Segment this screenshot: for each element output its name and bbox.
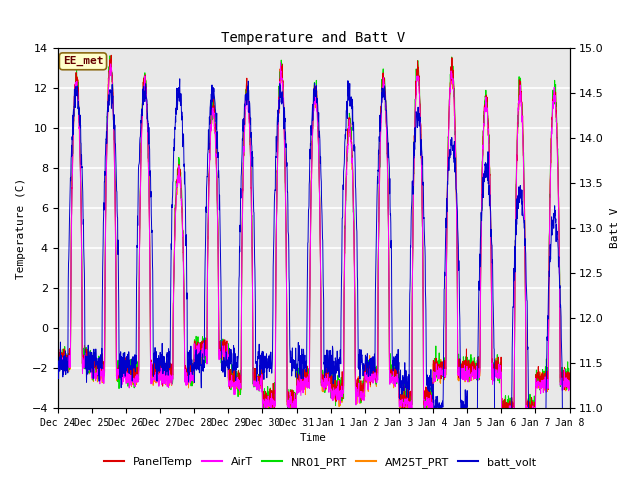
Text: EE_met: EE_met (63, 56, 103, 66)
Legend: PanelTemp, AirT, NR01_PRT, AM25T_PRT, batt_volt: PanelTemp, AirT, NR01_PRT, AM25T_PRT, ba… (100, 452, 540, 472)
X-axis label: Time: Time (300, 433, 327, 443)
Y-axis label: Batt V: Batt V (610, 208, 620, 248)
Y-axis label: Temperature (C): Temperature (C) (16, 178, 26, 278)
Title: Temperature and Batt V: Temperature and Batt V (221, 32, 406, 46)
